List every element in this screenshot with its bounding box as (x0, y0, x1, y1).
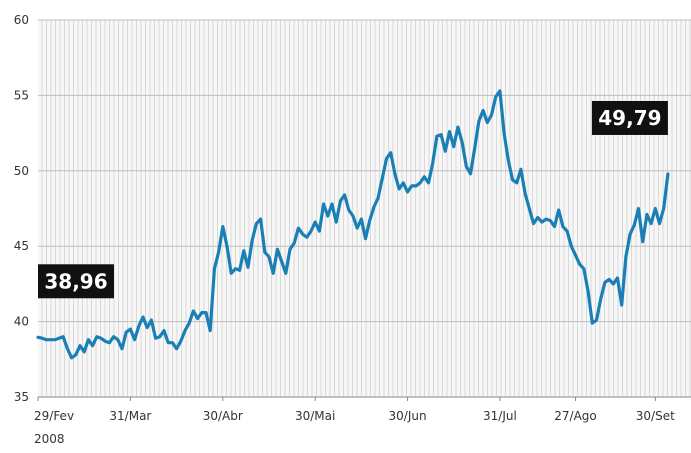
horizontal-gridlines (38, 19, 691, 398)
y-tick-label: 60 (14, 13, 29, 27)
x-tick-label: 29/Fev (34, 409, 74, 423)
y-tick-label: 40 (14, 315, 29, 329)
x-tick-label: 30/Abr (203, 409, 243, 423)
callout-label: 49,79 (598, 106, 661, 130)
series-lines (36, 89, 670, 360)
callout-label: 38,96 (44, 269, 107, 293)
callout-box (591, 100, 668, 135)
x-tick-label: 31/Mar (109, 409, 151, 423)
x-tick-label: 30/Mai (295, 409, 335, 423)
value-callout: 38,96 (38, 264, 114, 299)
x-tick-label: 27/Ago (554, 409, 596, 423)
x-tick-label: 31/Jul (483, 409, 517, 423)
value-callouts: 38,96 49,79 (38, 100, 668, 299)
x-axis: 29/Fev 31/Mar 30/Abr 30/Mai 30/Jun 31/Jul 27/A… (34, 397, 675, 423)
price-series-line (36, 89, 670, 360)
y-axis: 35 40 45 50 55 60 (14, 13, 29, 404)
y-tick-label: 35 (14, 390, 29, 404)
x-tick-label: 30/Jun (389, 409, 427, 423)
value-callout: 49,79 (591, 100, 668, 135)
x-tick-label: 30/Set (636, 409, 675, 423)
y-tick-label: 55 (14, 88, 29, 102)
vertical-gridlines (41, 20, 691, 397)
y-tick-label: 45 (14, 239, 29, 253)
callout-box (38, 264, 114, 299)
y-tick-label: 50 (14, 164, 29, 178)
year-label: 2008 (34, 432, 65, 446)
